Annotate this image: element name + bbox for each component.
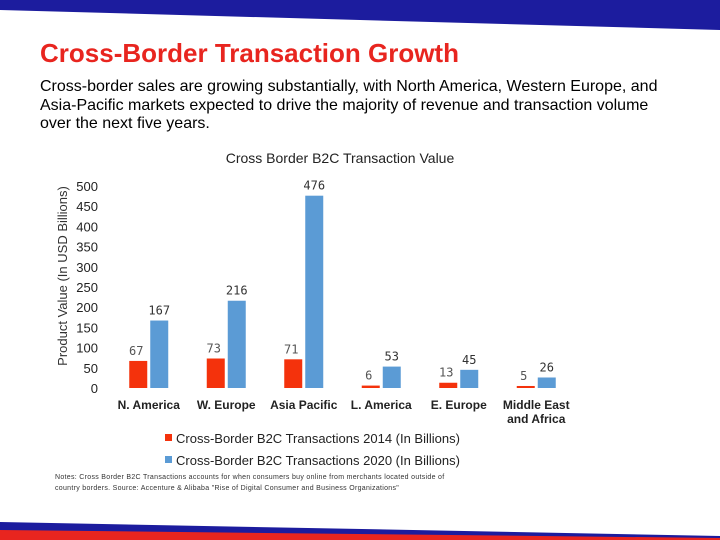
x-category-label: N. America [118,398,181,412]
data-label-2014-5: 13 [439,366,453,380]
bar-2014-5 [439,382,458,388]
footnote: Notes: Cross Border B2C Transactions acc… [55,474,445,492]
data-label-2020-2: 216 [226,284,248,298]
bar-2020-1 [150,320,169,388]
top-banner [0,0,720,30]
bar-2014-3 [284,359,303,388]
y-tick-label: 250 [76,280,98,295]
data-label-2014-3: 71 [284,342,298,356]
bar-2020-4 [382,366,401,388]
top-banner-shape [0,0,720,30]
y-axis-label: Product Value (In USD Billions) [55,186,70,366]
data-label-2020-6: 26 [540,360,554,374]
y-tick-label: 350 [76,240,98,255]
y-tick-label: 450 [76,199,98,214]
x-category-label: Asia Pacific [270,398,338,412]
y-tick-label: 200 [76,300,98,315]
x-category-label: L. America [351,398,412,412]
slide-title: Cross-Border Transaction Growth [40,38,459,68]
legend-label-2020: Cross-Border B2C Transactions 2020 (In B… [176,453,460,468]
legend-label-2014: Cross-Border B2C Transactions 2014 (In B… [176,431,460,446]
data-label-2020-1: 167 [148,304,170,318]
data-label-2014-2: 73 [207,342,221,356]
bar-2014-4 [361,385,380,388]
bar-2020-5 [460,369,479,388]
slide-subtitle: Cross-border sales are growing substanti… [40,78,658,132]
data-label-2014-6: 5 [520,369,527,383]
y-tick-label: 50 [84,361,98,376]
y-tick-label: 100 [76,341,98,356]
y-tick-label: 400 [76,219,98,234]
data-label-2020-3: 476 [303,179,325,193]
bar-2020-6 [537,377,556,388]
bar-2020-2 [227,300,246,388]
legend-swatch-2020 [165,456,172,463]
x-category-label: W. Europe [197,398,256,412]
bottom-banner-accent [0,530,720,540]
y-tick-label: 150 [76,320,98,335]
x-category-label: E. Europe [431,398,487,412]
legend-swatch-2014 [165,434,172,441]
data-label-2020-5: 45 [462,353,476,367]
bar-2014-6 [516,385,535,388]
y-tick-label: 0 [91,381,98,396]
bottom-banner [0,522,720,540]
bar-2014-2 [206,358,225,388]
y-tick-label: 300 [76,260,98,275]
data-label-2020-4: 53 [385,350,399,364]
bar-2020-3 [305,195,324,388]
data-label-2014-4: 6 [365,369,372,383]
x-category-label: Middle East and Africa [503,398,570,426]
chart-title: Cross Border B2C Transaction Value [226,150,455,166]
bar-2014-1 [129,360,148,388]
data-label-2014-1: 67 [129,344,143,358]
y-tick-label: 500 [76,179,98,194]
